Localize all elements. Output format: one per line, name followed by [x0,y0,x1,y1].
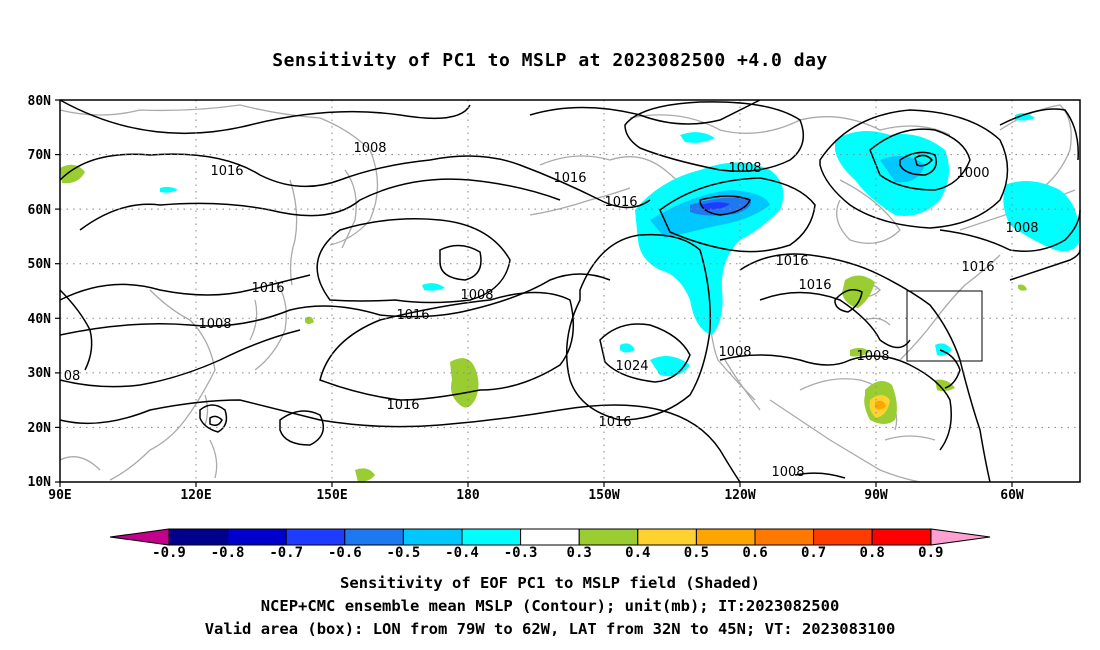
colorbar-label: 0.3 [567,545,592,561]
colorbar-swatch [637,528,697,546]
colorbar-swatch [695,528,756,546]
contour-label: 1008 [728,161,761,176]
colorbar-label: 0.5 [684,545,709,561]
longitude-labels: 90E 120E 150E 180 150W 120W 90W 60W [48,488,1024,503]
lon-label: 180 [456,488,480,503]
contour-label: 1008 [198,317,231,332]
contour-label: 1016 [386,398,419,413]
colorbar-label: -0.5 [387,545,421,561]
colorbar-label: 0.4 [625,545,650,561]
contour-label: 1016 [251,281,284,296]
lat-label: 30N [28,366,52,381]
contour-label: 1016 [598,415,631,430]
contour-label: 1008 [771,465,804,480]
graticule [60,100,1080,482]
contour-label: 1016 [961,260,994,275]
lon-label: 120W [724,488,755,503]
lat-label: 60N [28,203,52,218]
caption-contour: NCEP+CMC ensemble mean MSLP (Contour); u… [260,597,840,615]
colorbar-swatch [871,528,932,546]
contour-label: 1024 [615,359,648,374]
lat-label: 80N [28,94,52,109]
lat-label: 10N [28,475,52,490]
colorbar-swatch [285,528,346,546]
colorbar-min-arrow [109,528,170,546]
lat-label: 40N [28,312,52,327]
colorbar-label: 0.7 [801,545,826,561]
colorbar-swatch [520,528,580,546]
lat-label: 70N [28,148,52,163]
coastlines [59,104,1076,483]
colorbar-label: 0.6 [742,545,767,561]
colorbar-swatch [813,528,873,546]
colorbar-label: -0.4 [445,545,479,561]
lon-label: 60W [1000,488,1024,503]
contour-label: 1008 [460,288,493,303]
contour-label: 1016 [210,164,243,179]
colorbar-swatch [168,528,229,546]
caption-valid-area: Valid area (box): LON from 79W to 62W, L… [204,620,896,638]
contour-label: 1016 [798,278,831,293]
contour-labels: 1008 1016 1016 1016 1008 1000 1008 1016 … [64,141,1039,480]
colorbar-swatch [461,528,522,546]
contour-label: 1016 [396,308,429,323]
colorbar-max-arrow [930,528,991,546]
contour-label: 1016 [553,171,586,186]
colorbar-label: -0.9 [152,545,186,561]
mslp-contours [59,99,1081,483]
colorbar: -0.9 -0.8 -0.7 -0.6 -0.5 -0.4 -0.3 0.3 0.4 0.5 0.6… [109,528,991,561]
contour-label: 1008 [856,349,889,364]
colorbar-label: 0.8 [860,545,885,561]
valid-area-box [906,290,983,362]
colorbar-label: -0.7 [269,545,303,561]
colorbar-swatch [402,528,463,546]
contour-label: 1008 [353,141,386,156]
axis-ticks [55,99,1013,487]
contour-label: 08 [64,369,81,384]
lon-label: 120E [180,488,211,503]
contour-label: 1016 [775,254,808,269]
colorbar-label: -0.3 [504,545,538,561]
lat-label: 50N [28,257,52,272]
lat-label: 20N [28,421,52,436]
contour-label: 1000 [956,166,989,181]
colorbar-label: -0.6 [328,545,362,561]
colorbar-label: -0.8 [211,545,245,561]
colorbar-swatch [227,528,287,546]
contour-label: 1008 [1005,221,1038,236]
caption-shading: Sensitivity of EOF PC1 to MSLP field (Sh… [340,574,760,592]
lon-label: 150W [588,488,619,503]
contour-label: 1016 [604,195,637,210]
colorbar-swatch [754,528,815,546]
contour-label: 1008 [718,345,751,360]
colorbar-label: 0.9 [918,545,943,561]
lon-label: 150E [316,488,347,503]
plot-frame [59,99,1081,483]
map-title: Sensitivity of PC1 to MSLP at 2023082500… [272,50,828,71]
colorbar-swatch [578,528,639,546]
latitude-labels: 80N 70N 60N 50N 40N 30N 20N 10N [28,94,52,490]
colorbar-swatch [344,528,404,546]
lon-label: 90E [48,488,71,503]
lon-label: 90W [864,488,888,503]
